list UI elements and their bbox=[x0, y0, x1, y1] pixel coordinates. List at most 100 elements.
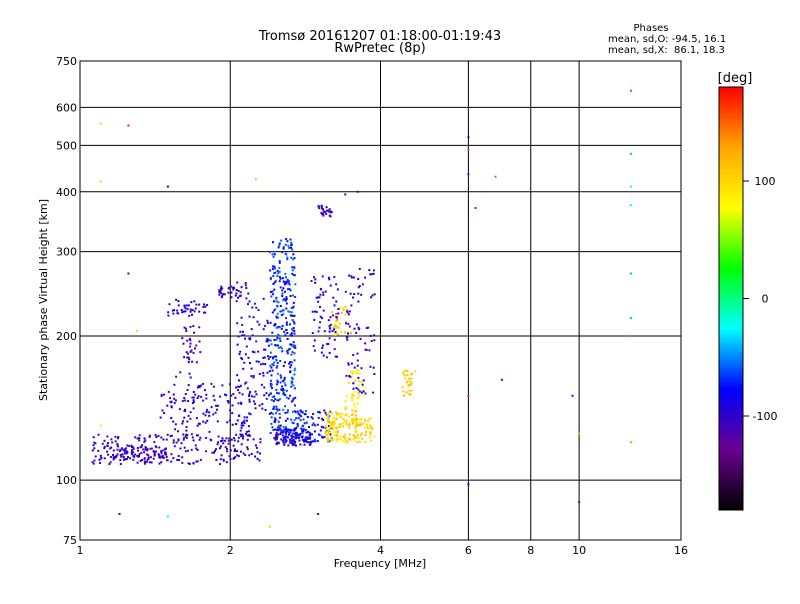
data-point bbox=[334, 331, 337, 333]
data-point bbox=[274, 267, 276, 270]
data-point bbox=[348, 274, 351, 277]
data-point bbox=[138, 437, 141, 440]
data-point bbox=[246, 448, 249, 451]
data-point bbox=[284, 283, 286, 286]
data-point bbox=[284, 436, 287, 439]
data-point bbox=[312, 440, 315, 443]
data-point bbox=[262, 297, 265, 300]
data-point bbox=[187, 462, 190, 465]
data-point bbox=[360, 380, 363, 383]
data-point bbox=[160, 394, 163, 397]
data-point bbox=[368, 349, 371, 352]
data-point bbox=[117, 437, 119, 440]
data-point bbox=[245, 381, 248, 384]
data-point bbox=[189, 376, 192, 379]
data-point bbox=[216, 443, 219, 446]
data-point bbox=[266, 340, 269, 343]
data-point bbox=[360, 418, 363, 421]
data-point bbox=[190, 448, 193, 451]
data-point bbox=[317, 411, 320, 414]
data-point bbox=[276, 426, 279, 429]
data-point bbox=[329, 422, 332, 425]
data-point bbox=[331, 421, 334, 423]
data-point bbox=[158, 446, 161, 449]
data-point bbox=[281, 292, 284, 295]
data-point bbox=[271, 396, 274, 398]
data-point bbox=[165, 456, 168, 458]
data-point bbox=[241, 334, 244, 337]
data-point bbox=[353, 410, 356, 413]
data-point bbox=[275, 408, 278, 411]
data-point bbox=[236, 374, 239, 377]
data-point bbox=[282, 426, 285, 428]
data-point bbox=[292, 438, 295, 441]
plot-frame bbox=[79, 60, 682, 541]
data-point bbox=[302, 428, 305, 431]
data-point bbox=[300, 427, 303, 430]
data-point bbox=[336, 438, 339, 441]
data-point bbox=[350, 304, 353, 307]
data-point bbox=[252, 316, 255, 319]
data-point bbox=[255, 340, 258, 343]
data-point bbox=[240, 450, 242, 453]
data-point bbox=[294, 346, 297, 349]
data-point bbox=[293, 428, 296, 431]
data-point bbox=[276, 399, 279, 402]
data-point bbox=[357, 286, 360, 289]
data-point bbox=[161, 455, 164, 457]
data-point bbox=[409, 380, 412, 383]
data-point bbox=[290, 380, 293, 383]
data-point bbox=[272, 408, 275, 410]
data-point bbox=[189, 310, 192, 313]
data-point bbox=[342, 307, 345, 310]
data-point bbox=[286, 332, 289, 334]
data-point bbox=[183, 436, 186, 439]
data-point bbox=[331, 412, 334, 415]
data-point bbox=[347, 415, 350, 418]
data-point bbox=[136, 437, 139, 440]
data-point bbox=[284, 290, 286, 293]
data-point bbox=[332, 424, 335, 427]
data-point bbox=[355, 387, 358, 390]
data-point bbox=[343, 420, 346, 423]
data-point bbox=[257, 350, 260, 353]
data-point bbox=[262, 328, 265, 331]
data-point bbox=[188, 338, 191, 340]
data-point bbox=[271, 253, 274, 256]
data-point bbox=[335, 320, 338, 323]
data-point bbox=[321, 346, 324, 349]
data-point bbox=[242, 452, 245, 455]
data-point bbox=[169, 435, 172, 438]
data-point bbox=[266, 371, 269, 374]
data-point bbox=[290, 306, 293, 309]
data-point bbox=[272, 412, 275, 415]
data-point bbox=[121, 447, 123, 450]
data-point bbox=[291, 248, 294, 251]
data-point bbox=[131, 446, 134, 448]
data-point bbox=[275, 366, 278, 369]
data-point bbox=[322, 291, 325, 294]
data-point bbox=[328, 208, 331, 211]
data-point bbox=[280, 310, 283, 313]
data-point bbox=[351, 399, 354, 402]
data-point bbox=[285, 317, 287, 320]
data-point bbox=[194, 307, 197, 310]
data-point bbox=[403, 374, 406, 377]
data-point bbox=[272, 405, 275, 408]
data-point bbox=[277, 272, 280, 275]
data-point bbox=[292, 399, 294, 402]
data-point bbox=[270, 416, 273, 419]
data-point bbox=[629, 272, 632, 275]
data-point bbox=[353, 390, 356, 393]
data-point bbox=[155, 446, 158, 449]
data-point bbox=[286, 352, 289, 355]
data-point bbox=[289, 366, 292, 369]
data-point bbox=[289, 438, 292, 441]
x-axis-label: Frequency [MHz] bbox=[334, 557, 426, 570]
data-point bbox=[235, 386, 238, 389]
data-point bbox=[251, 350, 254, 353]
data-point bbox=[408, 377, 411, 380]
data-point bbox=[328, 351, 331, 354]
data-point bbox=[325, 437, 328, 440]
data-point bbox=[290, 441, 293, 444]
